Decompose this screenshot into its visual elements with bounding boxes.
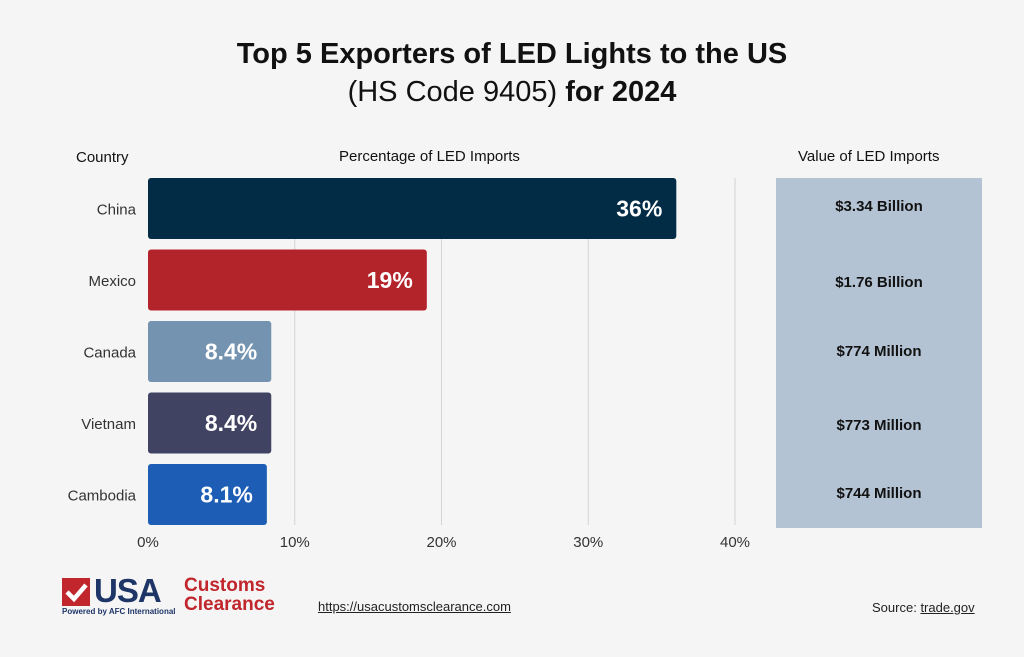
data-label: 8.1% bbox=[200, 482, 252, 508]
source-label: Source: bbox=[872, 600, 917, 615]
value-china: $3.34 Billion bbox=[835, 198, 923, 215]
category-label: Mexico bbox=[88, 273, 136, 290]
website-link[interactable]: https://usacustomsclearance.com bbox=[318, 599, 511, 614]
title-year: for 2024 bbox=[565, 76, 677, 108]
data-label: 8.4% bbox=[205, 339, 257, 365]
value-vietnam: $773 Million bbox=[836, 417, 922, 434]
checkmark-icon bbox=[62, 578, 90, 606]
value-mexico: $1.76 Billion bbox=[835, 274, 923, 291]
source-link[interactable]: trade.gov bbox=[920, 600, 975, 615]
source-note: Source: trade.gov bbox=[872, 600, 975, 615]
percentage-header: Percentage of LED Imports bbox=[339, 148, 520, 165]
category-label: Cambodia bbox=[68, 488, 137, 505]
x-tick-label: 20% bbox=[426, 534, 456, 551]
bar-cambodia bbox=[148, 464, 267, 525]
logo-clearance-text: Clearance bbox=[184, 594, 275, 615]
x-tick-label: 30% bbox=[573, 534, 603, 551]
logo-usa-text: USA bbox=[94, 572, 162, 609]
x-tick-label: 0% bbox=[137, 534, 159, 551]
country-header: Country bbox=[76, 149, 129, 166]
value-canada: $774 Million bbox=[836, 343, 922, 360]
logo-powered-by: Powered by AFC International bbox=[62, 607, 176, 616]
logo-customs-text: Customs bbox=[184, 575, 266, 596]
category-label: Vietnam bbox=[81, 416, 136, 433]
bar-vietnam bbox=[148, 392, 272, 454]
title-hs-code: (HS Code 9405) bbox=[347, 76, 558, 108]
x-tick-label: 10% bbox=[280, 534, 310, 551]
value-panel: $3.34 Billion $1.76 Billion $774 Million… bbox=[776, 178, 982, 528]
data-label: 8.4% bbox=[205, 410, 257, 436]
x-tick-label: 40% bbox=[720, 534, 750, 551]
category-label: Canada bbox=[83, 345, 136, 362]
title-line-2: (HS Code 9405) for 2024 bbox=[0, 72, 1024, 112]
chart-title: Top 5 Exporters of LED Lights to the US … bbox=[0, 36, 1024, 112]
bar-china bbox=[148, 178, 677, 239]
data-label: 19% bbox=[367, 267, 413, 293]
bar-mexico bbox=[148, 249, 427, 311]
value-cambodia: $744 Million bbox=[836, 485, 922, 502]
bar-canada bbox=[148, 321, 272, 382]
category-label: China bbox=[97, 202, 137, 219]
title-line-1: Top 5 Exporters of LED Lights to the US bbox=[236, 38, 788, 70]
value-header: Value of LED Imports bbox=[798, 148, 940, 165]
data-label: 36% bbox=[616, 196, 662, 222]
